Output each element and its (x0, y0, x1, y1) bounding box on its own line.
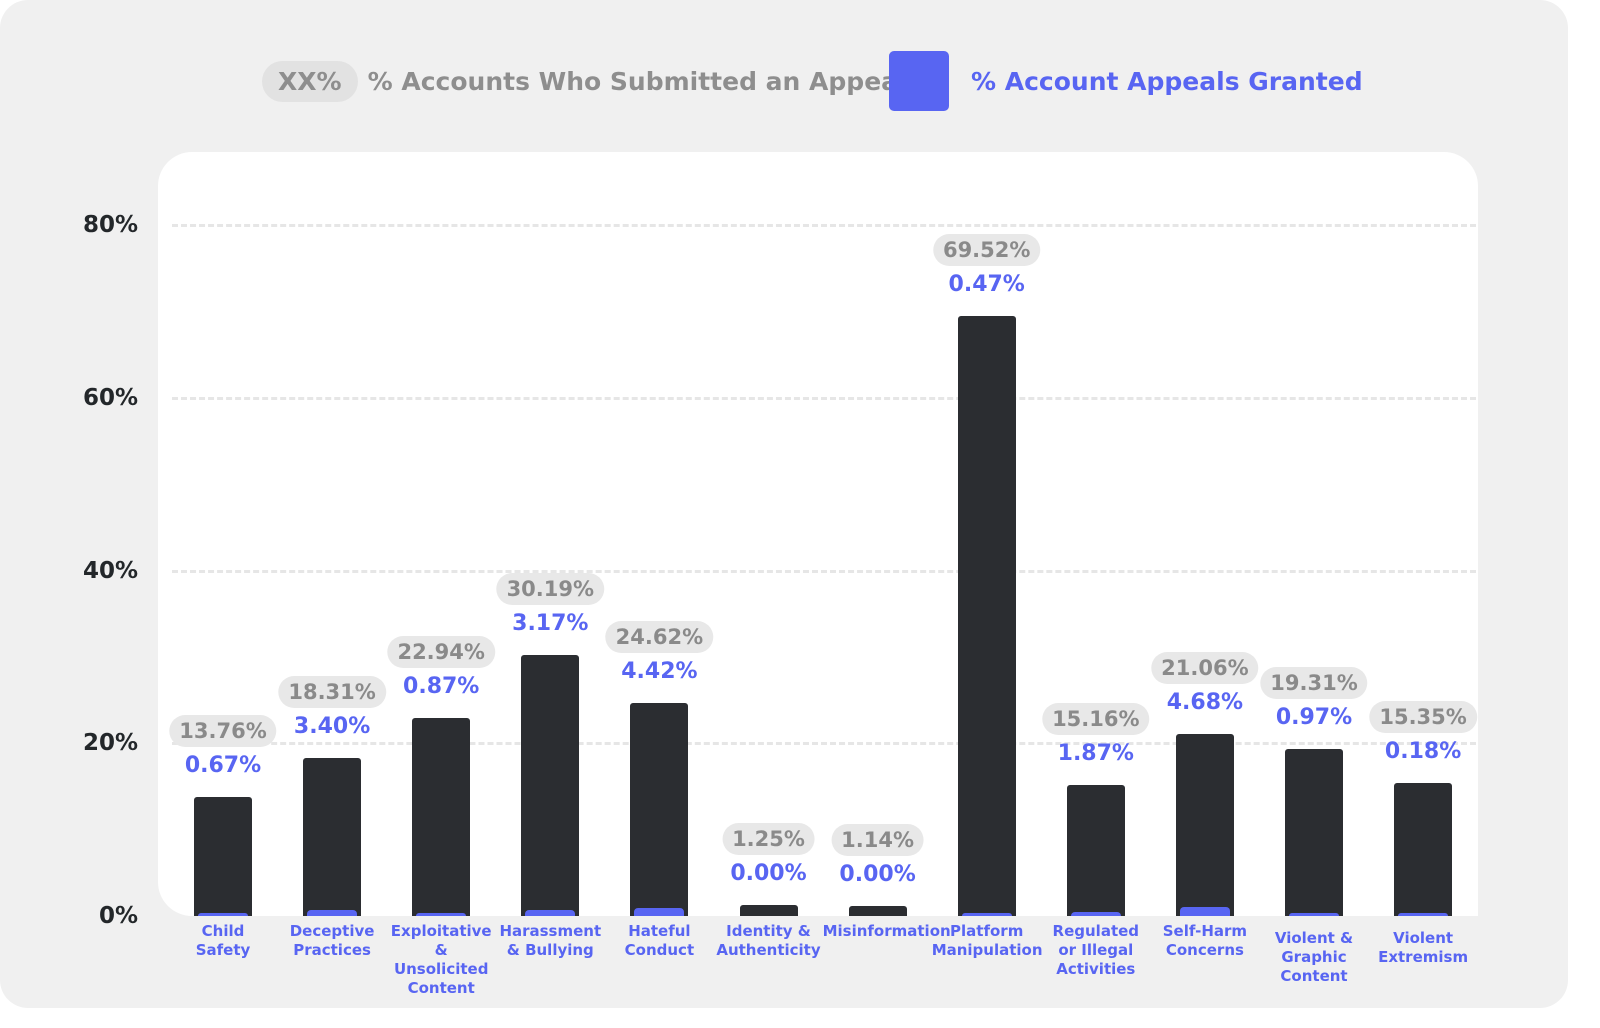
bar-granted (1398, 913, 1449, 916)
bar-submitted (957, 315, 1016, 916)
data-label-submitted: 24.62% (605, 621, 714, 654)
bar-granted (198, 913, 248, 916)
y-tick-label: 20% (82, 730, 138, 757)
x-tick-label: Deceptive Practices (289, 922, 375, 959)
bar-submitted (1066, 785, 1125, 916)
x-tick-label: Violent Extremism (1378, 929, 1469, 966)
legend-swatch-granted (889, 51, 949, 111)
gridline (172, 224, 1476, 227)
data-label-granted: 0.47% (948, 271, 1025, 297)
legend-label-granted: % Account Appeals Granted (971, 66, 1363, 96)
x-tick-label: Harassment & Bullying (499, 922, 602, 959)
data-label-submitted: 19.31% (1260, 667, 1368, 700)
data-label-granted: 0.87% (403, 673, 480, 699)
x-tick-label: Child Safety (195, 922, 251, 959)
data-label-granted: 4.42% (621, 659, 698, 685)
y-tick-label: 0% (98, 903, 138, 929)
bar-granted (1070, 912, 1121, 916)
bar-submitted (1175, 734, 1234, 916)
gridline (172, 569, 1476, 573)
data-label-granted: 0.18% (1384, 739, 1462, 765)
data-label-submitted: 15.16% (1042, 703, 1150, 736)
data-label-submitted: 15.35% (1369, 701, 1477, 734)
plot-area (158, 152, 1478, 916)
x-tick-label: Self-Harm Concerns (1162, 922, 1248, 959)
x-tick-label: Misinformation (822, 922, 951, 940)
data-label-submitted: 69.52% (932, 233, 1041, 266)
bar-granted (307, 909, 358, 916)
data-label-submitted: 1.14% (831, 824, 925, 857)
y-tick-label: 60% (82, 384, 138, 411)
data-label-submitted: 18.31% (278, 675, 386, 708)
x-tick-label: Hateful Conduct (624, 922, 695, 959)
bar-submitted (194, 797, 252, 916)
data-label-submitted: 30.19% (496, 573, 605, 606)
bar-submitted (1394, 783, 1453, 916)
legend-label-submitted: % Accounts Who Submitted an Appeal (367, 66, 907, 96)
data-label-granted: 4.68% (1166, 690, 1244, 716)
bar-granted (1179, 907, 1230, 916)
bar-submitted (303, 757, 362, 916)
bar-submitted (848, 906, 907, 916)
x-tick-label: Identity & Authenticity (716, 922, 821, 959)
legend-item-granted: % Account Appeals Granted (889, 51, 1363, 111)
gridline (172, 396, 1476, 400)
bar-submitted (412, 717, 471, 916)
data-label-granted: 0.97% (1275, 705, 1353, 731)
data-label-granted: 3.40% (293, 713, 371, 739)
bar-submitted (630, 703, 689, 916)
legend-pill: XX% (262, 60, 358, 102)
bar-granted (416, 913, 467, 916)
legend-item-submitted: XX% % Accounts Who Submitted an Appeal (262, 58, 907, 104)
x-tick-label: Platform Manipulation (931, 922, 1043, 959)
bar-submitted (739, 905, 798, 916)
bar-granted (634, 907, 685, 916)
bar-granted (961, 913, 1012, 916)
bar-submitted (521, 655, 580, 916)
data-label-granted: 0.00% (730, 861, 807, 887)
y-tick-label: 80% (82, 212, 138, 238)
data-label-submitted: 22.94% (387, 635, 495, 668)
gridline (172, 742, 1476, 746)
bar-granted (1289, 913, 1339, 916)
x-tick-label: Regulated or Illegal Activities (1052, 922, 1140, 978)
data-label-submitted: 21.06% (1151, 652, 1259, 685)
data-label-granted: 0.00% (839, 862, 916, 888)
data-label-submitted: 13.76% (169, 715, 277, 748)
data-label-granted: 3.17% (512, 611, 589, 637)
data-label-submitted: 1.25% (722, 823, 815, 856)
bar-submitted (1285, 749, 1343, 916)
x-tick-label: Exploitative & Unsolicited Content (390, 922, 492, 997)
y-tick-label: 40% (82, 557, 138, 584)
data-label-granted: 1.87% (1057, 741, 1134, 767)
data-label-granted: 0.67% (184, 753, 262, 779)
bar-granted (525, 909, 576, 916)
x-tick-label: Violent & Graphic Content (1274, 929, 1354, 985)
